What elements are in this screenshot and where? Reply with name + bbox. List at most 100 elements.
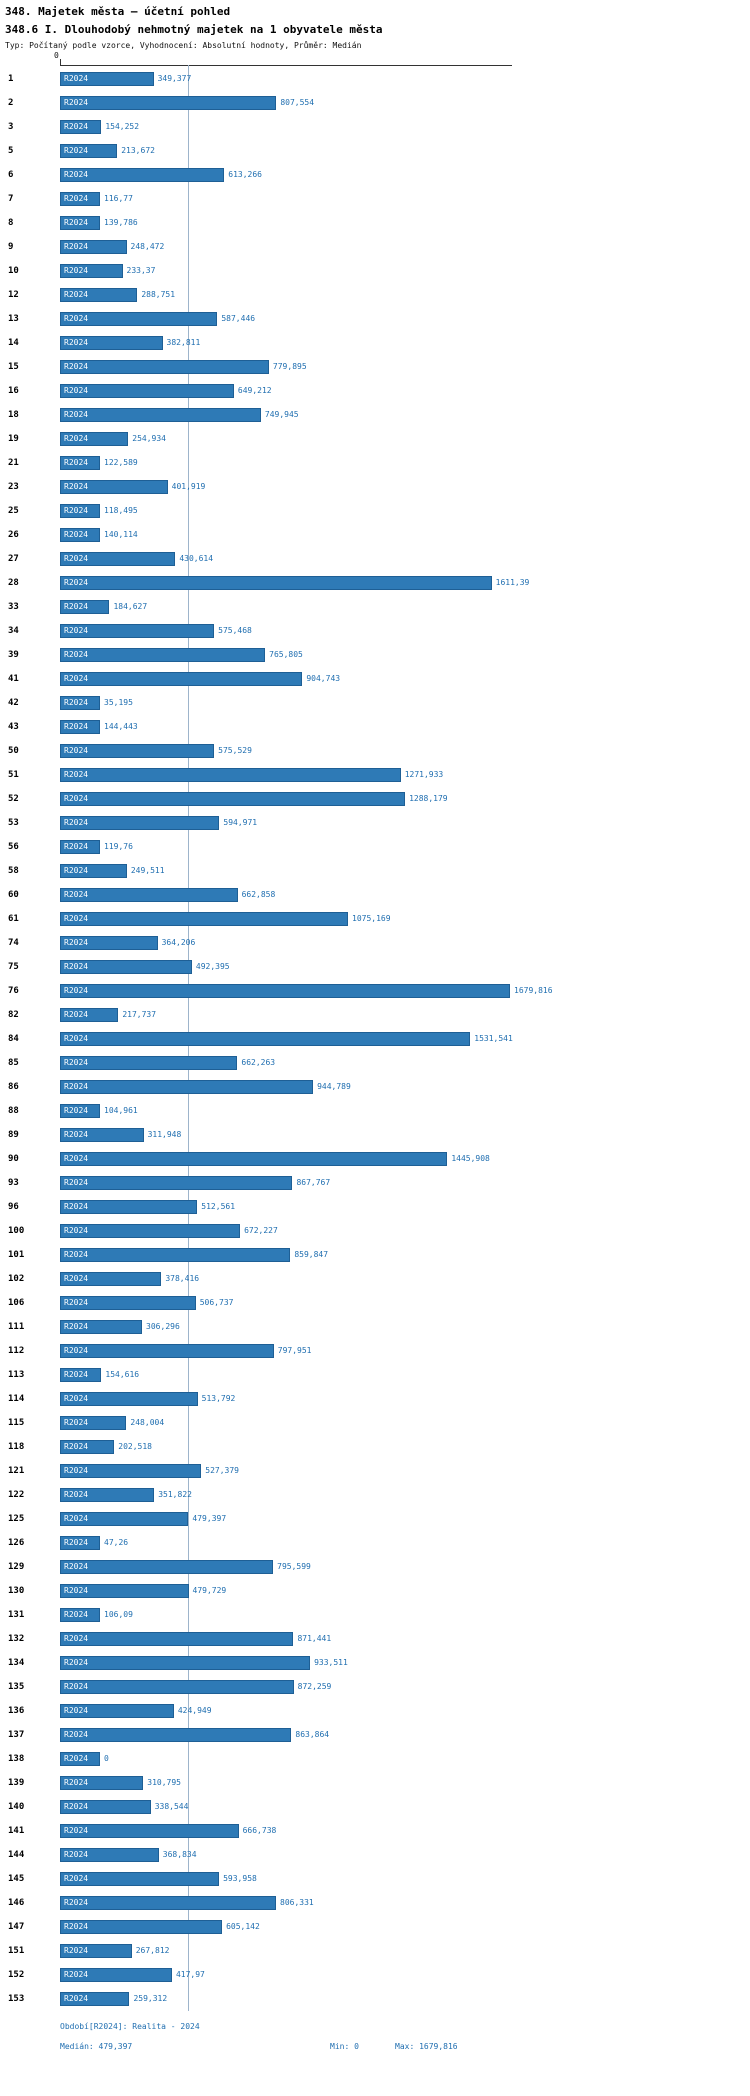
bar[interactable]: R2024 <box>60 360 269 374</box>
bar[interactable]: R2024 <box>60 72 154 86</box>
bar[interactable]: R2024 <box>60 744 215 758</box>
chart-row: 25 R2024 118,495 <box>0 499 750 523</box>
bar-value-label: 417,97 <box>175 1970 205 1979</box>
bar[interactable]: R2024 <box>60 1152 448 1166</box>
bar[interactable]: R2024 <box>60 888 238 902</box>
bar[interactable]: R2024 <box>60 120 102 134</box>
bar[interactable]: R2024 <box>60 1680 294 1694</box>
chart-row: 6 R2024 613,266 <box>0 163 750 187</box>
bar[interactable]: R2024 <box>60 648 266 662</box>
bar[interactable]: R2024 <box>60 1320 143 1334</box>
bar[interactable]: R2024 <box>60 1896 276 1910</box>
bar[interactable]: R2024 <box>60 1968 172 1982</box>
bar[interactable]: R2024 <box>60 1464 202 1478</box>
bar[interactable]: R2024 <box>60 1608 100 1622</box>
bar[interactable]: R2024 <box>60 96 277 110</box>
bar[interactable]: R2024 <box>60 1248 291 1262</box>
row-category-label: 147 <box>8 1922 25 1932</box>
bar-series-label: R2024 <box>64 1562 89 1571</box>
bar[interactable]: R2024 <box>60 144 118 158</box>
bar[interactable]: R2024 <box>60 336 163 350</box>
bar[interactable]: R2024 <box>60 1704 174 1718</box>
chart-row: 86 R2024 944,789 <box>0 1075 750 1099</box>
row-category-label: 129 <box>8 1562 25 1572</box>
bar[interactable]: R2024 <box>60 288 138 302</box>
bar[interactable]: R2024 <box>60 1992 130 2006</box>
bar[interactable]: R2024 <box>60 696 100 710</box>
bar[interactable]: R2024 <box>60 480 168 494</box>
row-category-label: 86 <box>8 1082 19 1092</box>
bar[interactable]: R2024 <box>60 1752 100 1766</box>
bar[interactable]: R2024 <box>60 1656 311 1670</box>
bar[interactable]: R2024 <box>60 1824 239 1838</box>
row-category-label: 137 <box>8 1730 25 1740</box>
bar[interactable]: R2024 <box>60 552 176 566</box>
bar[interactable]: R2024 <box>60 1440 115 1454</box>
bar[interactable]: R2024 <box>60 1728 292 1742</box>
bar[interactable]: R2024 <box>60 1368 102 1382</box>
bar[interactable]: R2024 <box>60 1056 238 1070</box>
bar[interactable]: R2024 <box>60 816 220 830</box>
bar[interactable]: R2024 <box>60 768 401 782</box>
bar[interactable]: R2024 <box>60 168 225 182</box>
bar[interactable]: R2024 <box>60 432 129 446</box>
bar[interactable]: R2024 <box>60 264 123 278</box>
bar[interactable]: R2024 <box>60 1512 189 1526</box>
bar[interactable]: R2024 <box>60 192 100 206</box>
chart-row: 13 R2024 587,446 <box>0 307 750 331</box>
bar-series-label: R2024 <box>64 434 89 443</box>
row-category-label: 135 <box>8 1682 25 1692</box>
bar[interactable]: R2024 <box>60 984 510 998</box>
bar[interactable]: R2024 <box>60 1776 144 1790</box>
bar[interactable]: R2024 <box>60 1488 155 1502</box>
bar[interactable]: R2024 <box>60 672 303 686</box>
bar[interactable]: R2024 <box>60 1176 293 1190</box>
bar[interactable]: R2024 <box>60 864 127 878</box>
bar[interactable]: R2024 <box>60 456 100 470</box>
bar[interactable]: R2024 <box>60 792 406 806</box>
bar[interactable]: R2024 <box>60 1104 100 1118</box>
bar[interactable]: R2024 <box>60 1560 274 1574</box>
bar[interactable]: R2024 <box>60 1296 196 1310</box>
bar[interactable]: R2024 <box>60 1032 471 1046</box>
bar[interactable]: R2024 <box>60 1392 198 1406</box>
bar[interactable]: R2024 <box>60 240 127 254</box>
bar[interactable]: R2024 <box>60 312 218 326</box>
bar[interactable]: R2024 <box>60 936 158 950</box>
bar[interactable]: R2024 <box>60 1272 162 1286</box>
bar[interactable]: R2024 <box>60 216 100 230</box>
bar[interactable]: R2024 <box>60 1800 151 1814</box>
bar[interactable]: R2024 <box>60 576 492 590</box>
bar[interactable]: R2024 <box>60 624 215 638</box>
bar[interactable]: R2024 <box>60 1416 127 1430</box>
bar[interactable]: R2024 <box>60 912 349 926</box>
bar[interactable]: R2024 <box>60 528 100 542</box>
bar[interactable]: R2024 <box>60 600 110 614</box>
bar[interactable]: R2024 <box>60 504 100 518</box>
bar-value-label: 0 <box>104 1754 109 1763</box>
bar[interactable]: R2024 <box>60 840 100 854</box>
bar[interactable]: R2024 <box>60 1584 189 1598</box>
bar[interactable]: R2024 <box>60 384 234 398</box>
bar[interactable]: R2024 <box>60 1224 241 1238</box>
bar[interactable]: R2024 <box>60 1128 144 1142</box>
bar[interactable]: R2024 <box>60 1944 132 1958</box>
bar-value-label: 605,142 <box>226 1922 260 1931</box>
chart-row: 43 R2024 144,443 <box>0 715 750 739</box>
bar-series-label: R2024 <box>64 266 89 275</box>
bar[interactable]: R2024 <box>60 1848 159 1862</box>
bar[interactable]: R2024 <box>60 1200 198 1214</box>
bar[interactable]: R2024 <box>60 960 192 974</box>
bar[interactable]: R2024 <box>60 1872 220 1886</box>
bar[interactable]: R2024 <box>60 720 100 734</box>
bar-value-label: 368,834 <box>162 1850 197 1859</box>
bar-value-label: 795,599 <box>277 1562 311 1571</box>
bar[interactable]: R2024 <box>60 1080 314 1094</box>
bar[interactable]: R2024 <box>60 1008 119 1022</box>
bar[interactable]: R2024 <box>60 1632 294 1646</box>
bar[interactable]: R2024 <box>60 1920 223 1934</box>
bar[interactable]: R2024 <box>60 1344 274 1358</box>
chart-row: 34 R2024 575,468 <box>0 619 750 643</box>
bar[interactable]: R2024 <box>60 1536 100 1550</box>
bar[interactable]: R2024 <box>60 408 261 422</box>
